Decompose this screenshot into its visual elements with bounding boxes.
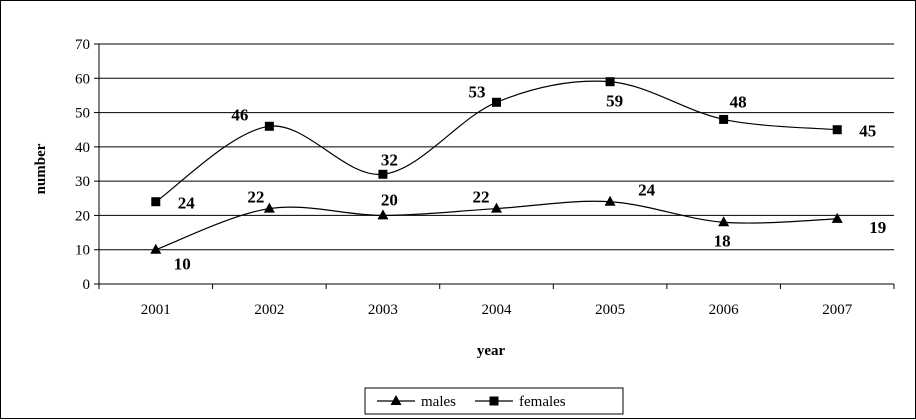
x-tick-label-2003: 2003 bbox=[368, 302, 398, 318]
data-label-females-2004: 53 bbox=[469, 82, 486, 101]
x-tick-label-2006: 2006 bbox=[709, 302, 740, 318]
x-tick-label-2001: 2001 bbox=[141, 302, 171, 318]
y-tick-label-60: 60 bbox=[75, 71, 90, 87]
gridlines bbox=[99, 43, 894, 251]
legend-label-females: females bbox=[519, 394, 566, 410]
data-label-males-2006: 18 bbox=[714, 231, 731, 250]
data-labels: 10 22 20 22 24 18 19 24 46 32 53 59 48 45 bbox=[174, 82, 886, 273]
data-label-females-2001: 24 bbox=[178, 194, 196, 213]
y-tick-label-0: 0 bbox=[83, 277, 91, 293]
point-females-2004 bbox=[492, 97, 501, 107]
y-tick-label-70: 70 bbox=[75, 37, 90, 53]
legend-marker-males bbox=[390, 395, 402, 405]
point-females-2002 bbox=[264, 121, 274, 131]
y-tick-label-40: 40 bbox=[75, 140, 90, 156]
data-label-males-2004: 22 bbox=[473, 188, 490, 207]
point-males-2007 bbox=[831, 212, 843, 223]
y-tick-label-50: 50 bbox=[75, 106, 90, 122]
point-females-2001 bbox=[151, 197, 161, 207]
x-tick-label-2007: 2007 bbox=[822, 302, 853, 318]
data-label-males-2002: 22 bbox=[247, 188, 264, 207]
x-tick-labels: 2001 2002 2003 2004 2005 2006 2007 bbox=[141, 302, 853, 318]
x-tick-label-2002: 2002 bbox=[254, 302, 284, 318]
point-males-2006 bbox=[718, 216, 730, 227]
data-label-females-2005: 59 bbox=[606, 92, 623, 111]
point-males-2003 bbox=[377, 209, 389, 220]
data-label-males-2005: 24 bbox=[638, 181, 656, 200]
point-males-2002 bbox=[263, 202, 275, 213]
y-axis-title: number bbox=[33, 143, 49, 194]
point-females-2003 bbox=[378, 169, 388, 179]
point-females-2007 bbox=[832, 125, 842, 135]
legend: males females bbox=[364, 387, 624, 415]
y-tick-label-30: 30 bbox=[75, 174, 90, 190]
data-label-females-2006: 48 bbox=[730, 92, 747, 111]
series-group bbox=[150, 77, 843, 254]
point-females-2006 bbox=[719, 114, 729, 124]
data-label-females-2002: 46 bbox=[231, 105, 248, 124]
data-label-females-2007: 45 bbox=[859, 122, 876, 141]
legend-marker-females bbox=[489, 396, 499, 406]
data-label-females-2003: 32 bbox=[381, 150, 398, 169]
point-males-2004 bbox=[491, 202, 502, 213]
y-tick-label-20: 20 bbox=[75, 208, 90, 224]
axes bbox=[94, 43, 895, 289]
data-label-males-2007: 19 bbox=[869, 218, 886, 237]
y-tick-label-10: 10 bbox=[75, 243, 90, 259]
x-tick-label-2004: 2004 bbox=[482, 302, 513, 318]
point-males-2005 bbox=[604, 195, 616, 206]
y-tick-labels: 0 10 20 30 40 50 60 70 bbox=[75, 37, 90, 293]
x-tick-label-2005: 2005 bbox=[595, 302, 625, 318]
data-label-males-2003: 20 bbox=[381, 190, 398, 209]
legend-label-males: males bbox=[421, 394, 456, 410]
point-females-2005 bbox=[605, 77, 615, 87]
x-axis-title: year bbox=[477, 343, 506, 359]
point-males-2001 bbox=[150, 243, 162, 254]
data-label-males-2001: 10 bbox=[174, 255, 191, 274]
